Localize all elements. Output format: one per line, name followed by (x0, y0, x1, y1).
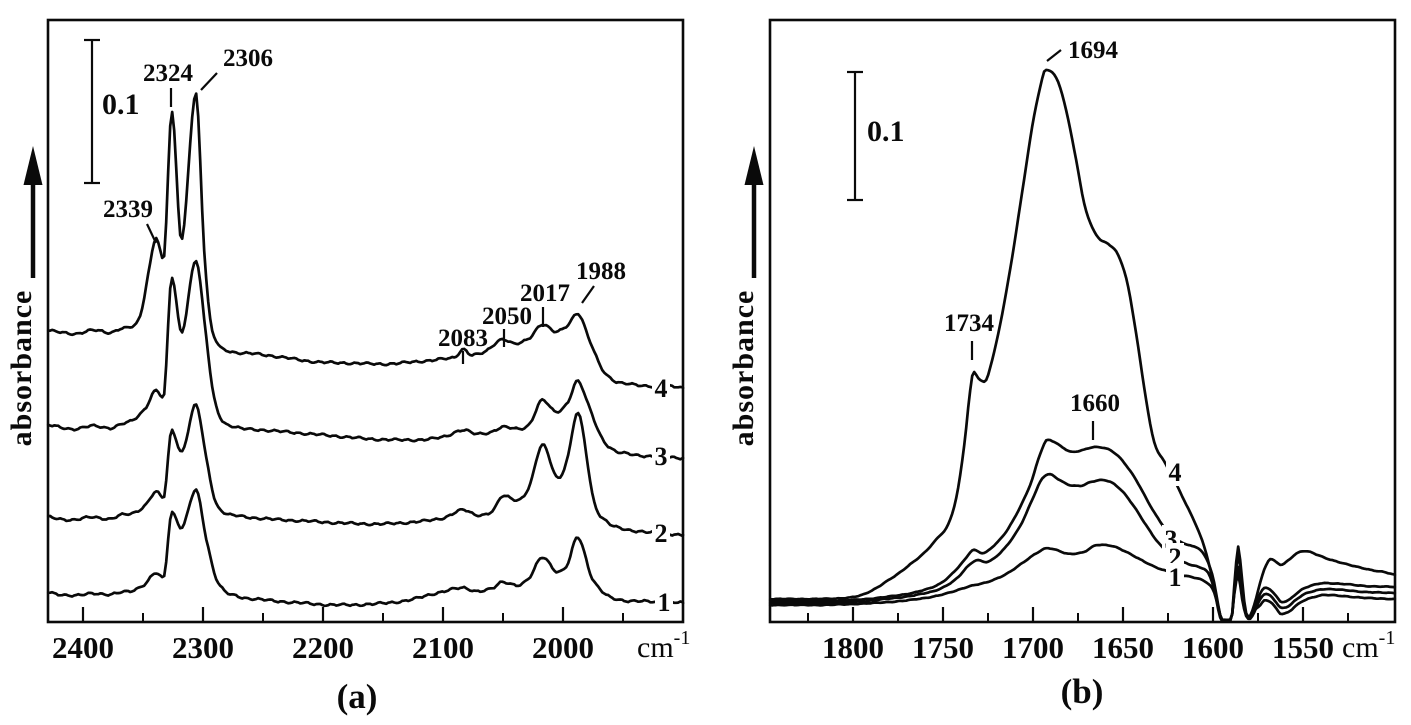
x-unit-exponent: -1 (674, 627, 691, 649)
absorbance-arrow-head-icon (23, 146, 43, 185)
plot-frame-b (768, 18, 1397, 624)
curve-label-mask (652, 442, 670, 470)
curve-label-mask (652, 519, 670, 547)
panel-caption-a: (a) (337, 677, 378, 716)
curve-number-a-1: 1 (658, 588, 671, 617)
x-unit-base: cm (1342, 631, 1379, 664)
x-tick-label: 1600 (1182, 630, 1244, 665)
spectrum-curve-a-4 (46, 92, 685, 390)
x-unit-exponent: -1 (1379, 627, 1396, 649)
peak-label-2083: 2083 (438, 325, 488, 352)
panel-a: 2400 2300 2200 2100 2000 cm-1 absorbance 0.1 233… (5, 18, 690, 716)
curve-label-mask (1166, 563, 1184, 591)
x-unit-base: cm (637, 631, 674, 664)
peak-pointer-line (1046, 49, 1062, 62)
x-tick-label: 2100 (412, 630, 474, 665)
scale-bar-label: 0.1 (102, 88, 140, 121)
spectrum-curve-a-2 (46, 403, 685, 538)
y-axis-label: absorbance (727, 290, 760, 447)
peak-pointer-line (581, 285, 595, 304)
peak-label-2339: 2339 (103, 196, 153, 223)
peak-label-2306: 2306 (223, 45, 273, 72)
peak-pointer-line (146, 223, 157, 244)
x-tick-label: 1750 (912, 630, 974, 665)
spectrum-curve-b-3 (768, 438, 1397, 622)
y-axis-label: absorbance (5, 290, 38, 447)
x-unit-label: cm-1 (1342, 627, 1395, 664)
x-tick-label: 1800 (822, 630, 884, 665)
curve-number-a-2: 2 (655, 519, 668, 548)
curve-label-mask (652, 374, 670, 402)
curve-number-a-4: 4 (655, 374, 668, 403)
absorbance-arrow-head-icon (744, 146, 764, 185)
scale-bar-label: 0.1 (867, 115, 905, 148)
peak-pointer-line (200, 72, 218, 91)
curve-label-mask (655, 588, 673, 616)
x-unit-label: cm-1 (637, 627, 690, 664)
curve-number-a-3: 3 (655, 442, 668, 471)
peak-label-1660: 1660 (1070, 390, 1120, 417)
x-tick-label: 2400 (52, 630, 114, 665)
spectrum-curve-b-4 (768, 68, 1397, 623)
peak-label-2050: 2050 (482, 303, 532, 330)
curve-number-b-1: 1 (1169, 563, 1182, 592)
x-tick-label: 1700 (1002, 630, 1064, 665)
peak-label-1734: 1734 (944, 310, 995, 337)
x-tick-label: 1550 (1272, 630, 1334, 665)
peak-label-1988: 1988 (576, 258, 626, 285)
spectrum-curve-a-1 (46, 488, 685, 608)
spectrum-curve-b-2 (768, 472, 1397, 622)
peak-label-1694: 1694 (1068, 37, 1119, 64)
panel-b: 1800 1750 1700 1650 1600 1550 cm-1 absorbance 0.… (727, 18, 1397, 711)
x-tick-label: 2200 (292, 630, 354, 665)
spectrum-curve-b-1 (768, 543, 1397, 622)
plot-frame-a (46, 18, 685, 624)
peak-label-2017: 2017 (520, 280, 570, 307)
x-tick-label: 2000 (532, 630, 594, 665)
curve-number-b-4: 4 (1169, 458, 1182, 487)
x-tick-label: 2300 (172, 630, 234, 665)
spectrum-curve-a-3 (46, 259, 685, 461)
peak-label-2324: 2324 (143, 60, 194, 87)
panel-caption-b: (b) (1061, 672, 1104, 711)
x-tick-label: 1650 (1092, 630, 1154, 665)
curve-label-mask (1166, 458, 1184, 486)
